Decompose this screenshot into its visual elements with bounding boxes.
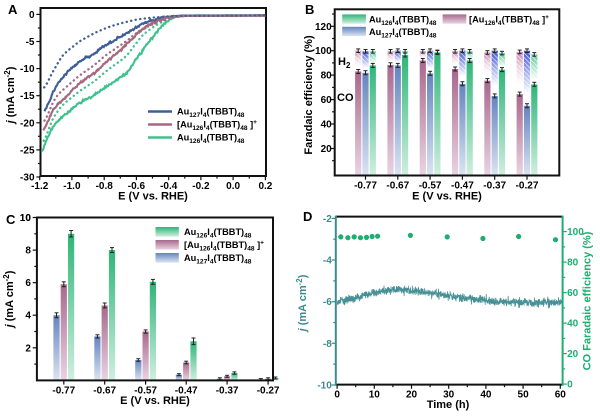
svg-text:-4: -4 (323, 256, 332, 267)
svg-text:-0.67: -0.67 (386, 181, 409, 192)
svg-text:20: 20 (567, 349, 579, 360)
svg-text:0.0: 0.0 (226, 181, 240, 192)
svg-text:80: 80 (567, 258, 579, 269)
svg-text:j (mA cm-2): j (mA cm-2) (2, 270, 16, 329)
svg-text:10: 10 (20, 213, 32, 224)
svg-text:-20: -20 (20, 118, 35, 129)
svg-text:E (V vs. RHE): E (V vs. RHE) (120, 395, 190, 407)
svg-text:-6: -6 (323, 297, 332, 308)
svg-text:-10: -10 (317, 381, 332, 392)
svg-text:100: 100 (567, 227, 584, 238)
svg-text:-0.77: -0.77 (52, 385, 75, 396)
svg-text:40: 40 (567, 319, 579, 330)
svg-text:A: A (8, 2, 18, 17)
svg-text:CO Faradaic efficiency (%): CO Faradaic efficiency (%) (582, 231, 594, 370)
svg-text:4: 4 (25, 311, 31, 322)
svg-text:j (mA cm-2): j (mA cm-2) (3, 66, 17, 125)
svg-text:0: 0 (29, 10, 35, 21)
svg-text:[Au126I4(TBBT)48 ]+: [Au126I4(TBBT)48 ]+ (177, 119, 257, 132)
svg-text:-0.47: -0.47 (175, 385, 198, 396)
svg-text:60: 60 (567, 288, 579, 299)
svg-text:10: 10 (20, 213, 32, 224)
svg-text:-30: -30 (20, 173, 35, 184)
svg-text:60: 60 (321, 95, 333, 106)
svg-text:Au127I4(TBBT)48: Au127I4(TBBT)48 (369, 27, 437, 39)
svg-text:20: 20 (321, 144, 333, 155)
svg-text:-25: -25 (20, 145, 35, 156)
svg-text:-0.77: -0.77 (354, 181, 377, 192)
svg-text:20: 20 (406, 390, 418, 401)
svg-text:30: 30 (443, 390, 455, 401)
svg-text:[Au126I4(TBBT)48 ]+: [Au126I4(TBBT)48 ]+ (184, 240, 264, 253)
svg-text:D: D (303, 209, 312, 224)
svg-text:Au126I4(TBBT)48: Au126I4(TBBT)48 (177, 133, 245, 145)
svg-text:E (V vs. RHE): E (V vs. RHE) (118, 191, 188, 203)
svg-text:-0.57: -0.57 (419, 181, 442, 192)
svg-text:CO: CO (337, 92, 354, 104)
svg-text:60: 60 (555, 390, 567, 401)
svg-text:-0.4: -0.4 (160, 181, 178, 192)
svg-text:50: 50 (518, 390, 530, 401)
svg-text:40: 40 (321, 120, 333, 131)
svg-text:Au127I4(TBBT)48: Au127I4(TBBT)48 (177, 107, 245, 119)
svg-text:j (mA cm-2): j (mA cm-2) (295, 274, 309, 333)
svg-text:-0.27: -0.27 (257, 385, 280, 396)
svg-text:-0.47: -0.47 (451, 181, 474, 192)
svg-text:B: B (305, 2, 314, 17)
svg-text:40: 40 (480, 390, 492, 401)
svg-text:8: 8 (25, 246, 31, 257)
svg-text:6: 6 (25, 278, 31, 289)
svg-text:-0.27: -0.27 (516, 181, 539, 192)
svg-text:-15: -15 (20, 91, 35, 102)
svg-text:-8: -8 (323, 339, 332, 350)
svg-text:-2: -2 (323, 214, 332, 225)
svg-text:2: 2 (25, 343, 31, 354)
svg-text:-0.6: -0.6 (128, 181, 146, 192)
svg-text:0.2: 0.2 (258, 181, 272, 192)
svg-text:Faradaic efficiency (%): Faradaic efficiency (%) (303, 35, 315, 155)
svg-text:C: C (6, 212, 16, 227)
svg-text:-1.0: -1.0 (63, 181, 81, 192)
svg-text:H2: H2 (338, 56, 351, 70)
svg-text:E (V vs. RHE): E (V vs. RHE) (412, 191, 482, 203)
svg-text:-10: -10 (20, 64, 35, 75)
svg-text:-0.2: -0.2 (192, 181, 210, 192)
svg-text:100: 100 (315, 46, 332, 57)
svg-text:-5: -5 (26, 37, 35, 48)
svg-text:-0.8: -0.8 (96, 181, 114, 192)
svg-text:0: 0 (334, 390, 340, 401)
svg-text:0: 0 (567, 380, 573, 391)
svg-text:-0.57: -0.57 (134, 385, 157, 396)
svg-text:Au126I4(TBBT)48: Au126I4(TBBT)48 (369, 15, 437, 27)
svg-text:120: 120 (315, 22, 332, 33)
svg-text:Au126I4(TBBT)48: Au126I4(TBBT)48 (184, 227, 252, 239)
svg-text:Au127I4(TBBT)48: Au127I4(TBBT)48 (184, 253, 252, 265)
svg-text:10: 10 (369, 390, 381, 401)
svg-text:[Au126I4(TBBT)48 ]+: [Au126I4(TBBT)48 ]+ (469, 14, 549, 27)
svg-text:Time (h): Time (h) (427, 399, 470, 411)
svg-text:-1.2: -1.2 (31, 181, 49, 192)
svg-text:-0.37: -0.37 (216, 385, 239, 396)
svg-text:-0.67: -0.67 (93, 385, 116, 396)
svg-text:80: 80 (321, 71, 333, 82)
svg-text:-0.37: -0.37 (483, 181, 506, 192)
